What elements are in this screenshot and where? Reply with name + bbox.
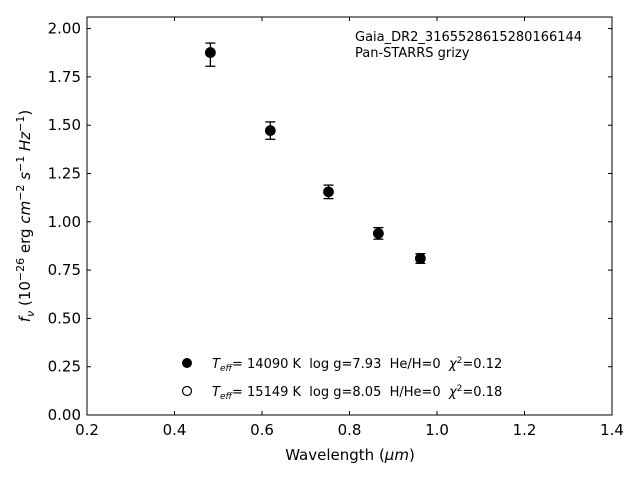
x-tick-label: 1.0: [425, 421, 449, 439]
x-axis-label: Wavelength (μm): [285, 446, 415, 464]
model-point-filled: [204, 47, 216, 58]
y-tick-label: 0.00: [48, 406, 81, 424]
model-point-filled: [372, 227, 384, 239]
x-tick-label: 0.6: [250, 421, 274, 439]
y-tick-label: 1.75: [48, 68, 81, 86]
y-tick-label: 1.50: [48, 116, 81, 134]
legend-2-t: T: [212, 385, 221, 400]
y-tick-label: 1.00: [48, 213, 81, 231]
y-label-s-exp: −1: [14, 156, 27, 172]
y-tick-label: 2.00: [48, 20, 81, 38]
legend-2-chi: χ: [448, 385, 458, 400]
legend-1-t: T: [212, 357, 221, 372]
y-label-cm-exp: −2: [14, 185, 27, 201]
x-tick-label: 1.4: [600, 421, 624, 439]
legend-1-chi-exp: 2: [457, 356, 463, 366]
x-tick-label: 0.2: [75, 421, 99, 439]
legend-entry-1: Teff= 14090 K log g=7.93 He/H=0 χ2=0.12: [212, 356, 502, 374]
y-label-hz: Hz: [16, 131, 34, 156]
x-tick-label: 1.2: [513, 421, 537, 439]
y-label-symbol-sub: ν: [24, 311, 37, 317]
y-tick-label: 0.25: [48, 358, 81, 376]
legend-1-chi: χ: [448, 357, 458, 372]
y-label-s: s: [16, 172, 34, 185]
model-point-filled: [414, 253, 426, 264]
annotation-object-id: Gaia_DR2_3165528615280166144: [355, 30, 582, 45]
y-label-cm: cm: [16, 201, 34, 224]
y-label-symbol: f: [16, 314, 34, 322]
legend-2-t-sub: eff: [220, 392, 234, 402]
annotation-survey: Pan-STARRS grizy: [355, 46, 470, 61]
legend-2-chi-val: =0.18: [462, 385, 502, 400]
y-label-close: ): [16, 110, 34, 116]
data-marks: [204, 42, 426, 264]
legend-marker-filled: [182, 358, 192, 368]
x-label-unit: μm: [384, 446, 409, 464]
legend-marker-open: [181, 385, 193, 397]
svg-text:fν (10−26 erg cm−2 s−1 Hz−1): fν (10−26 erg cm−2 s−1 Hz−1): [14, 110, 37, 322]
plot-frame: [86, 16, 613, 416]
y-label-scale: (10: [16, 281, 34, 311]
y-tick-label: 1.25: [48, 164, 81, 182]
legend-entry-2: Teff= 15149 K log g=8.05 H/He=0 χ2=0.18: [212, 384, 502, 402]
x-label-prefix: Wavelength (: [285, 446, 385, 464]
legend-1-t-sub: eff: [220, 364, 234, 374]
y-label-hz-exp: −1: [14, 116, 27, 132]
x-label-suffix: ): [409, 446, 415, 464]
legend-1-chi-val: =0.12: [462, 357, 502, 372]
y-axis-label: fν (10−26 erg cm−2 s−1 Hz−1): [14, 110, 37, 322]
y-tick-label: 0.75: [48, 261, 81, 279]
model-point-filled: [323, 186, 334, 198]
legend-2-chi-exp: 2: [457, 384, 463, 394]
x-tick-label: 0.4: [163, 421, 187, 439]
x-tick-label: 0.8: [338, 421, 362, 439]
legend-2-text: = 15149 K log g=8.05 H/He=0: [232, 385, 449, 400]
y-label-scale-exp: −26: [14, 258, 27, 281]
legend-1-text: = 14090 K log g=7.93 He/H=0: [232, 357, 449, 372]
model-point-filled: [264, 125, 276, 137]
y-label-erg: erg: [16, 224, 34, 258]
y-tick-label: 0.50: [48, 309, 81, 327]
axis-ticks: 0.2 0.4 0.6 0.8 1.0 1.2 1.4 0.00 0.25 0.50 0.75 1.0…: [48, 17, 624, 439]
legend: Teff= 14090 K log g=7.93 He/H=0 χ2=0.12 …: [181, 356, 502, 402]
